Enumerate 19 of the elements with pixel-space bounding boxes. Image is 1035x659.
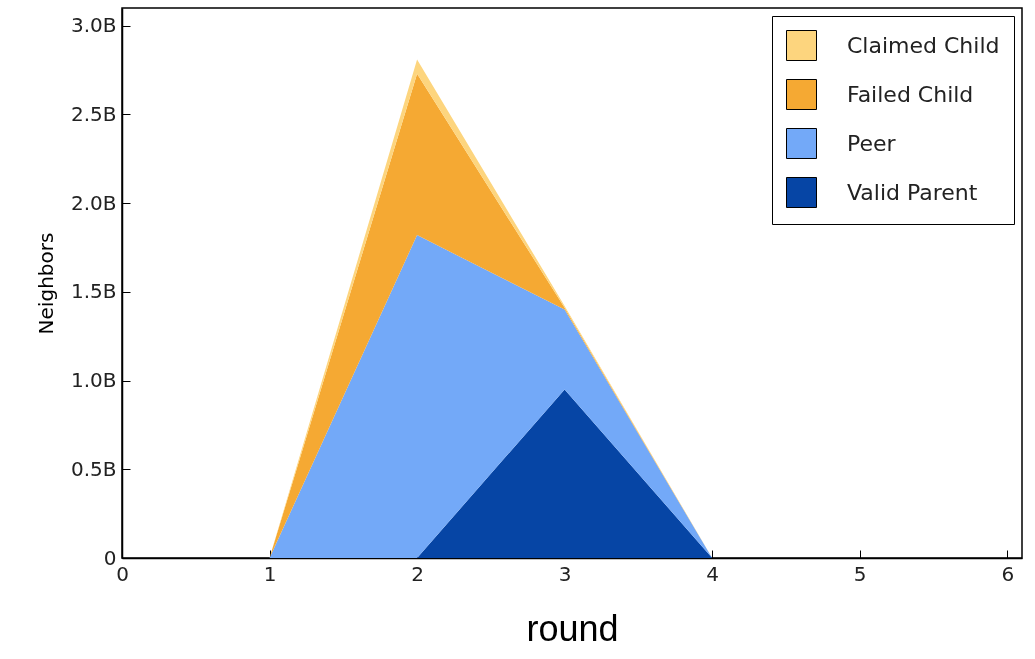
legend-label: Failed Child xyxy=(847,81,974,107)
x-tick-label: 2 xyxy=(411,561,424,586)
y-tick-label: 0 xyxy=(103,545,117,570)
legend-label: Valid Parent xyxy=(847,179,978,205)
x-tick-label: 6 xyxy=(1001,561,1015,586)
y-tick-label: 1.5B xyxy=(70,279,117,304)
y-tick-label: 1.0B xyxy=(70,368,117,393)
x-axis-title: round xyxy=(526,607,619,649)
x-tick-label: 5 xyxy=(853,561,867,586)
y-axis-title: Neighbors xyxy=(33,232,58,335)
x-tick-label: 3 xyxy=(558,561,572,586)
y-tick-label: 2.0B xyxy=(70,190,117,215)
legend-label: Peer xyxy=(847,130,897,156)
x-tick-label: 1 xyxy=(263,561,277,586)
legend-label: Claimed Child xyxy=(847,32,1000,58)
y-tick-label: 0.5B xyxy=(70,456,117,481)
y-tick-label: 3.0B xyxy=(70,13,117,38)
y-tick-label: 2.5B xyxy=(70,101,117,126)
x-tick-label: 4 xyxy=(706,561,720,586)
